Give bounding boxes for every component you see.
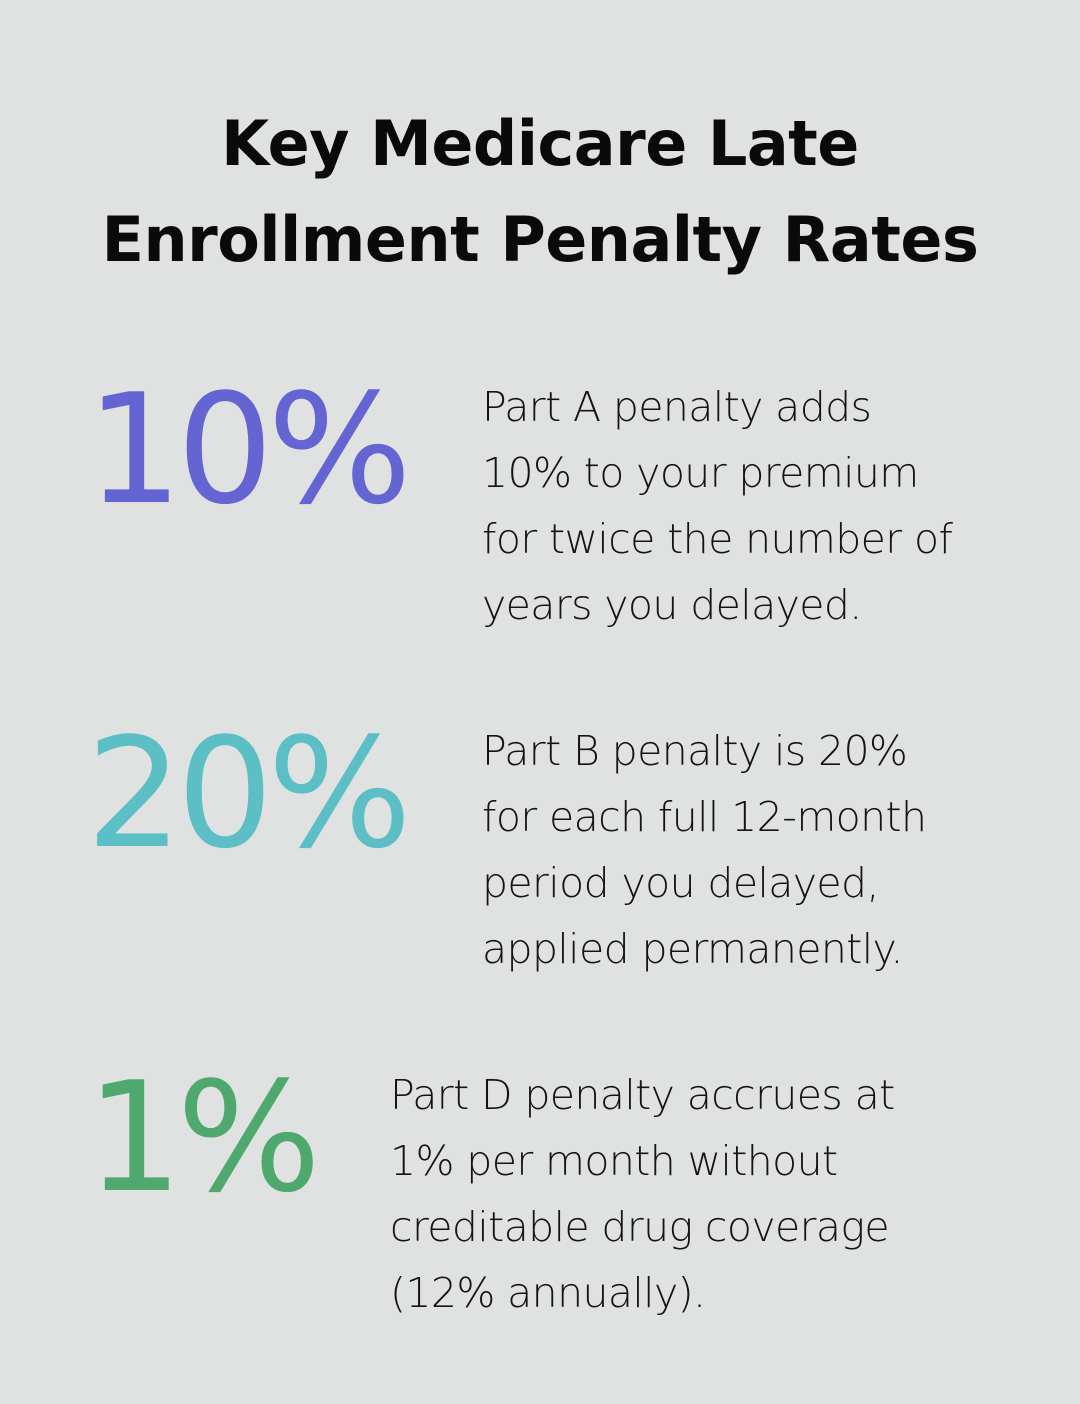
- stat-description-part-b: Part B penalty is 20% for each full 12-m…: [482, 718, 927, 982]
- page-title: Key Medicare Late Enrollment Penalty Rat…: [0, 96, 1080, 288]
- stat-description-line: (12% annually).: [390, 1269, 706, 1317]
- stat-description-part-d: Part D penalty accrues at 1% per month w…: [390, 1062, 895, 1326]
- stat-description-line: Part A penalty adds: [482, 383, 872, 431]
- stat-description-line: 10% to your premium: [482, 449, 919, 497]
- stat-description-line: for each full 12-month: [482, 793, 927, 841]
- stat-description-line: Part B penalty is 20%: [482, 727, 908, 775]
- stat-description-line: creditable drug coverage: [390, 1203, 890, 1251]
- page-title-line-1: Key Medicare Late: [221, 107, 859, 180]
- stat-description-line: years you delayed.: [482, 581, 862, 629]
- stat-description-line: 1% per month without: [390, 1137, 838, 1185]
- stat-description-part-a: Part A penalty adds 10% to your premium …: [482, 374, 953, 638]
- page-title-line-2: Enrollment Penalty Rates: [101, 203, 979, 276]
- stat-value-part-d: 1%: [86, 1049, 321, 1226]
- stat-value-part-b: 20%: [86, 705, 412, 882]
- stat-description-line: applied permanently.: [482, 925, 903, 973]
- stat-description-line: period you delayed,: [482, 859, 880, 907]
- stat-description-line: Part D penalty accrues at: [390, 1071, 895, 1119]
- stat-description-line: for twice the number of: [482, 515, 953, 563]
- stat-value-part-a: 10%: [86, 361, 412, 538]
